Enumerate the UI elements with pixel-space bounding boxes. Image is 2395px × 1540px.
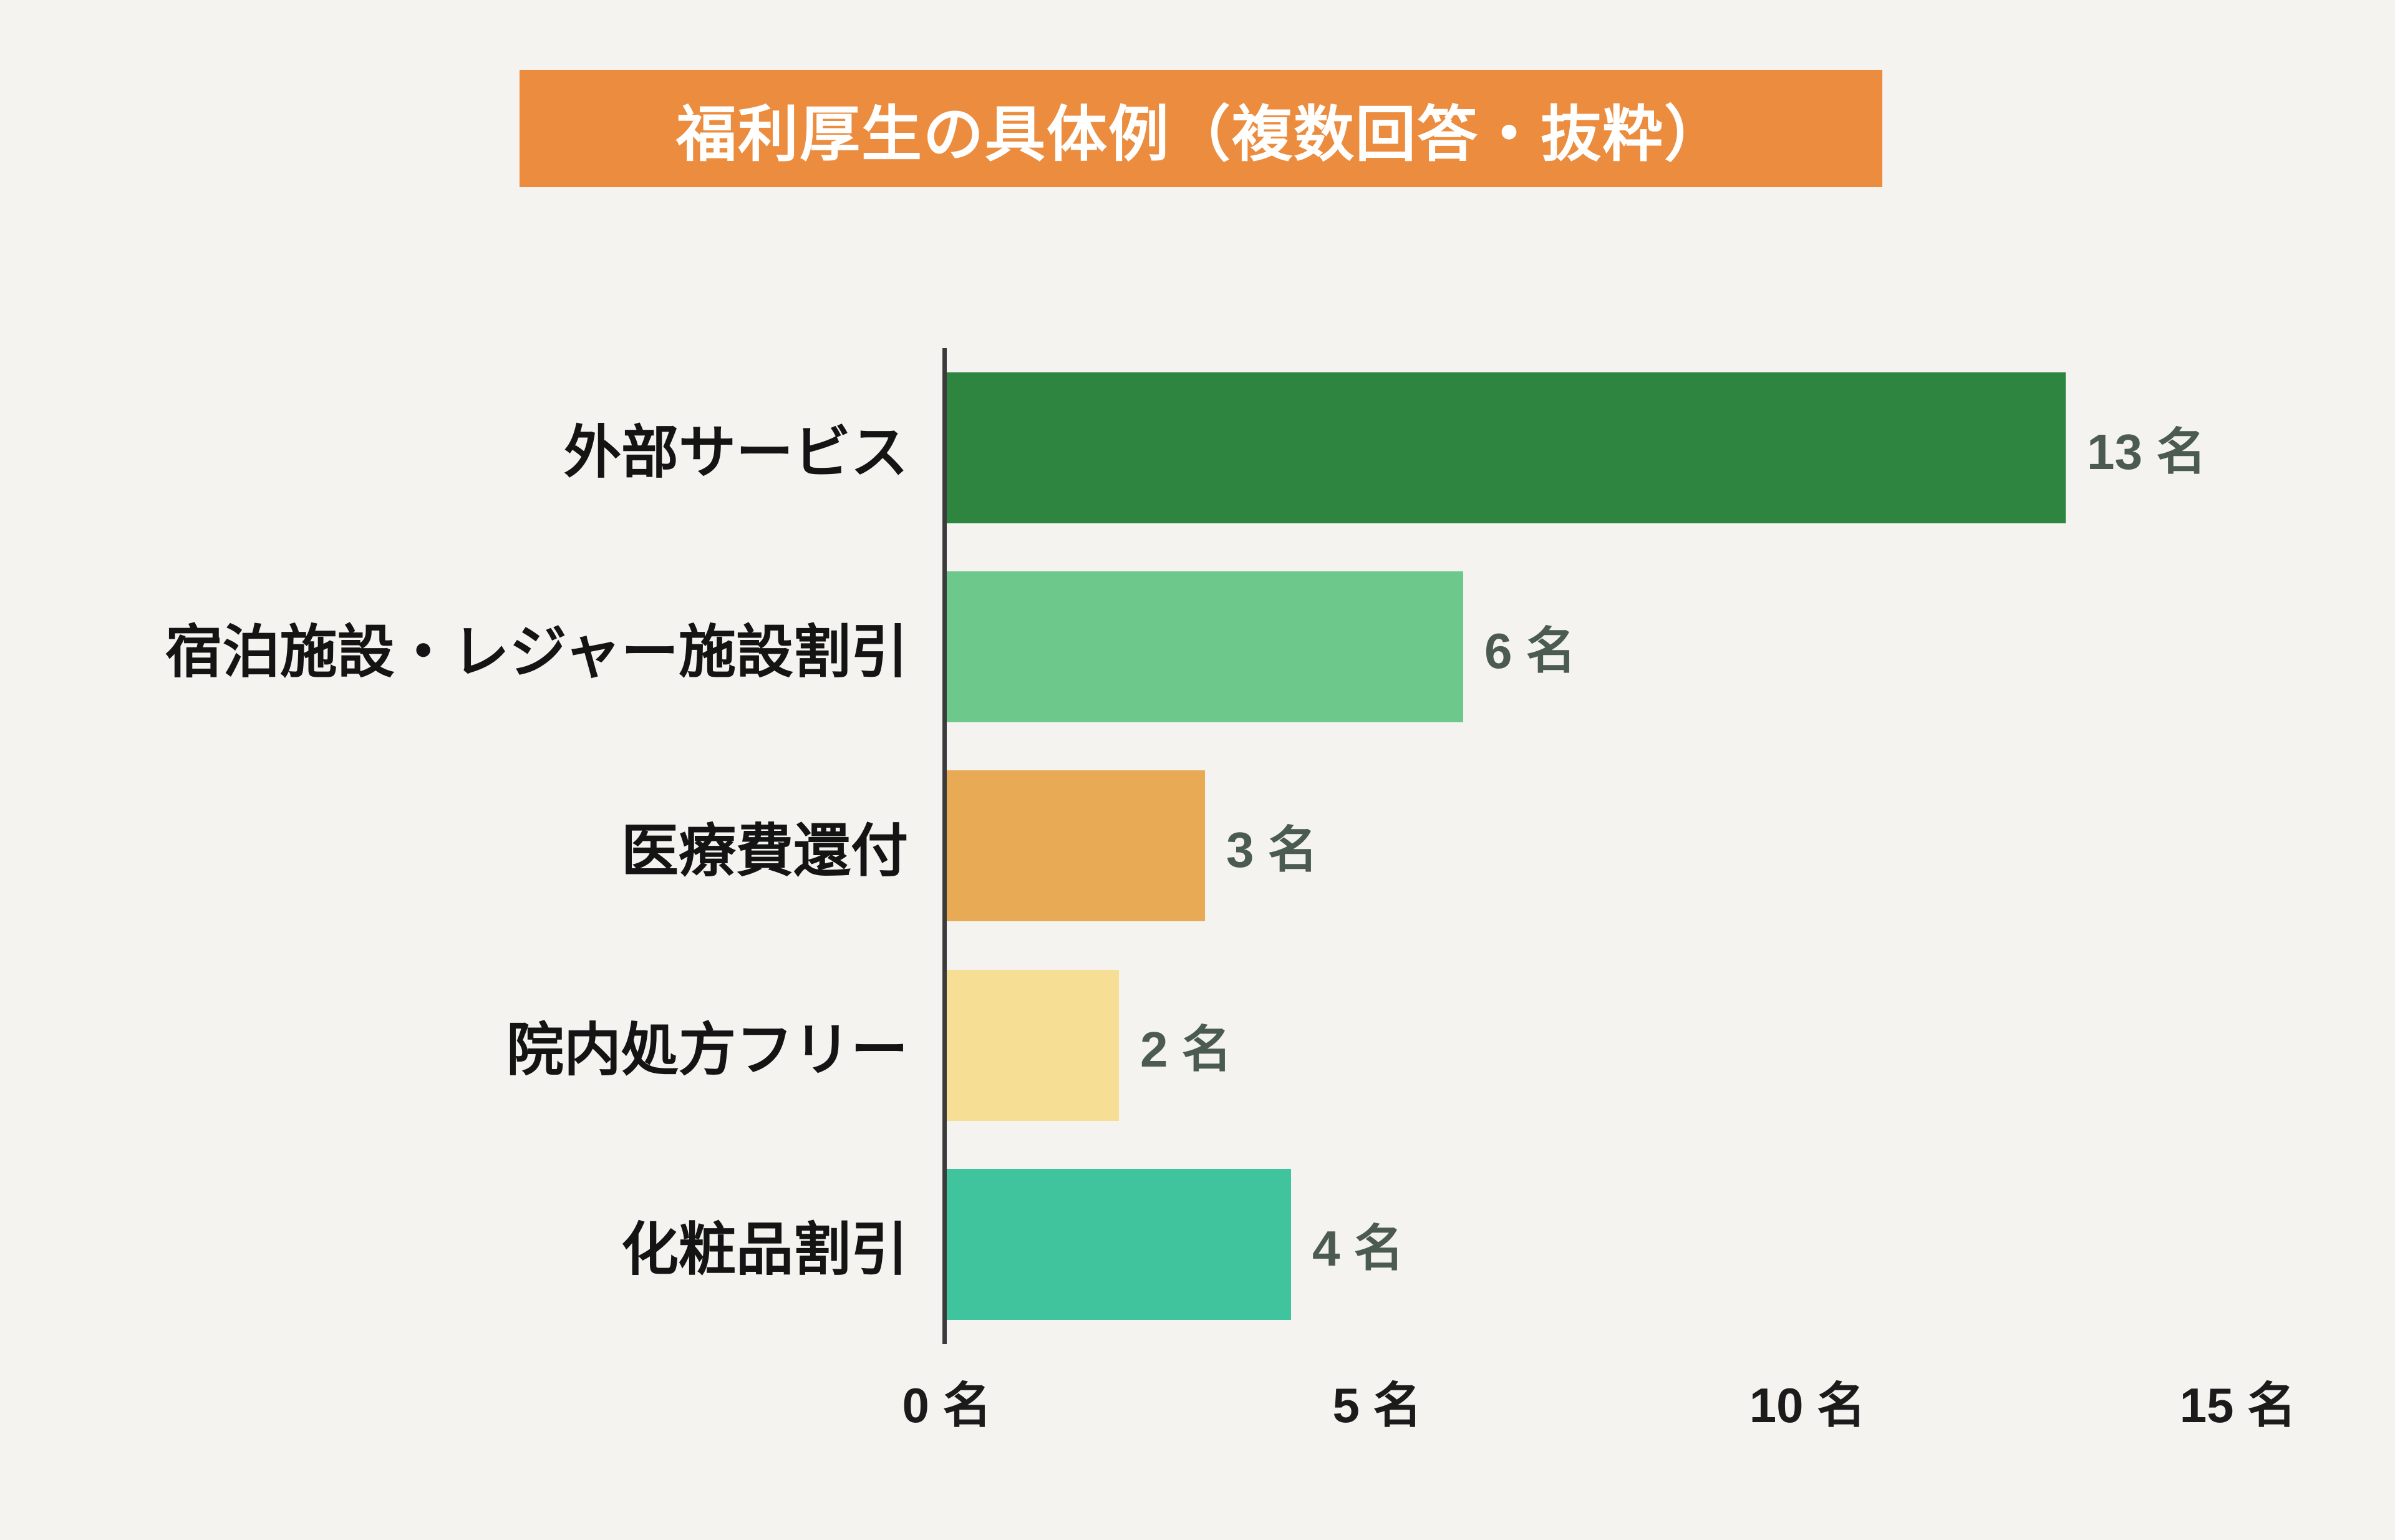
category-label: 医療費還付 bbox=[621, 819, 908, 883]
category-label: 宿泊施設・レジャー施設割引 bbox=[165, 620, 908, 684]
category-label: 化粧品割引 bbox=[621, 1218, 908, 1282]
bar bbox=[947, 571, 1463, 723]
bar bbox=[947, 969, 1119, 1121]
x-tick-label: 10 名 bbox=[1749, 1378, 1866, 1433]
bar bbox=[947, 770, 1205, 922]
bar bbox=[947, 372, 2066, 523]
value-label: 13 名 bbox=[2087, 424, 2207, 480]
x-tick-label: 5 名 bbox=[1332, 1378, 1422, 1433]
value-label: 4 名 bbox=[1312, 1221, 1404, 1277]
bar-row: 化粧品割引 4 名 bbox=[621, 1145, 2238, 1344]
x-axis: 0 名 5 名 10 名 15 名 bbox=[902, 1344, 2296, 1433]
chart-title: 福利厚生の具体例（複数回答・抜粋） bbox=[676, 100, 1726, 168]
value-label: 3 名 bbox=[1226, 822, 1318, 878]
value-label: 6 名 bbox=[1484, 623, 1576, 679]
bar-row: 院内処方フリー 2 名 bbox=[506, 946, 2238, 1145]
bar-row: 外部サービス 13 名 bbox=[564, 348, 2238, 547]
plot-area: 外部サービス 13 名宿泊施設・レジャー施設割引 6 名医療費還付 3 名院内処方フリ… bbox=[165, 348, 2296, 1433]
bar-row: 宿泊施設・レジャー施設割引 6 名 bbox=[165, 547, 2238, 746]
title-banner: 福利厚生の具体例（複数回答・抜粋） bbox=[520, 70, 1882, 187]
bar-rows: 外部サービス 13 名宿泊施設・レジャー施設割引 6 名医療費還付 3 名院内処方フリ… bbox=[165, 348, 2238, 1344]
value-label: 2 名 bbox=[1140, 1021, 1232, 1077]
category-label: 院内処方フリー bbox=[506, 1019, 908, 1083]
category-label: 外部サービス bbox=[563, 421, 908, 485]
bar bbox=[947, 1169, 1291, 1320]
bar-row: 医療費還付 3 名 bbox=[621, 747, 2238, 946]
x-tick-label: 15 名 bbox=[2179, 1378, 2296, 1433]
x-tick-label: 0 名 bbox=[902, 1378, 992, 1433]
